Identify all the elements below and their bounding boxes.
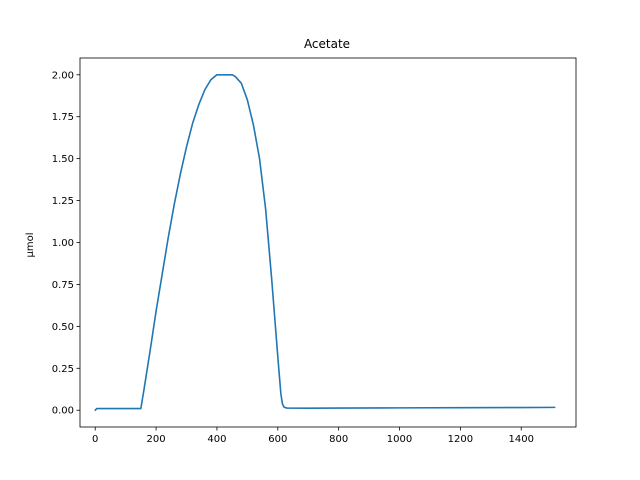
x-tick-label: 1000 <box>387 434 412 445</box>
x-tick-label: 1200 <box>448 434 473 445</box>
x-tick-label: 1400 <box>509 434 534 445</box>
y-tick-label: 0.50 <box>52 322 74 333</box>
y-tick-label: 1.50 <box>52 154 74 165</box>
chart-title: Acetate <box>304 37 350 51</box>
y-tick-label: 1.75 <box>52 112 74 123</box>
series-line-0 <box>94 73 556 412</box>
x-tick-label: 200 <box>147 434 166 445</box>
y-tick-label: 0.00 <box>52 406 74 417</box>
y-tick-label: 0.25 <box>52 364 74 375</box>
x-tick-label: 600 <box>268 434 287 445</box>
x-tick-label: 0 <box>92 434 98 445</box>
x-tick-label: 800 <box>329 434 348 445</box>
y-tick-label: 1.25 <box>52 196 74 207</box>
y-tick-label: 0.75 <box>52 280 74 291</box>
plot-frame <box>79 57 577 428</box>
y-tick-label: 1.00 <box>52 238 74 249</box>
x-tick-label: 400 <box>207 434 226 445</box>
y-tick-label: 2.00 <box>52 70 74 81</box>
y-axis-label: µmol <box>25 233 36 258</box>
